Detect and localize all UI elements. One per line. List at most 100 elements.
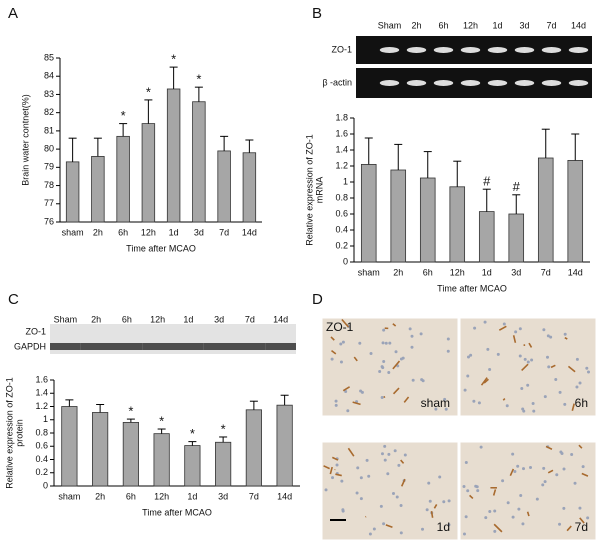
bar [92,412,109,487]
cell-nucleus [496,352,500,356]
micrograph-label: 6h [575,396,588,410]
gel-band [541,47,562,53]
lane-label: Sham [378,20,402,30]
cell-nucleus [411,378,415,382]
vessel [352,401,361,406]
x-tick-label: sham [358,267,380,277]
bar [419,177,436,263]
significance-marker: * [159,413,164,428]
gel-band [460,47,481,53]
cell-nucleus [330,357,334,361]
x-tick-label: 7d [541,267,551,277]
bar [245,409,262,487]
vessel [480,377,488,386]
lane-label: 12h [150,314,165,324]
y-tick-label: 1.2 [335,160,348,170]
y-tick-label: 79 [44,162,54,172]
vessel [392,387,400,395]
cell-nucleus [446,349,450,353]
cell-nucleus [359,476,363,480]
cell-nucleus [444,407,448,411]
cell-nucleus [434,407,438,411]
cell-nucleus [530,358,534,362]
lane-label: 7d [546,20,556,30]
gel-band [433,47,454,53]
cell-nucleus [523,357,527,361]
gel-band [173,343,204,350]
row-label: ZO-1 [25,326,46,336]
x-axis-label: Time after MCAO [437,283,507,293]
cell-nucleus [401,356,405,360]
x-tick-label: 1d [187,491,197,501]
significance-marker: * [221,421,226,436]
cell-nucleus [521,522,525,526]
cell-nucleus [383,458,387,462]
vessel [521,363,529,372]
bar [217,150,231,223]
gel-band [379,47,400,53]
bar [153,433,170,487]
lane-label: 1d [492,20,502,30]
cell-nucleus [472,399,476,403]
x-tick-label: 14d [242,227,257,237]
micrograph-label: 7d [575,520,588,534]
y-axis-label: Brain water contnet(%) [20,94,30,186]
bar [390,169,407,263]
y-tick-label: 1 [43,414,48,424]
cell-nucleus [419,332,423,336]
bar [215,441,232,487]
vessel [335,473,342,477]
cell-nucleus [483,320,487,324]
row-label: GAPDH [14,341,46,351]
significance-marker: * [190,426,195,441]
bar [478,211,495,263]
cell-nucleus [359,497,363,501]
gel-band [433,80,454,86]
cell-nucleus [474,484,478,488]
cell-nucleus [545,355,549,359]
cell-nucleus [469,353,473,357]
cell-nucleus [543,480,547,484]
cell-nucleus [397,463,401,467]
significance-marker: # [483,174,491,189]
gel-band [406,80,427,86]
cell-nucleus [393,449,397,453]
x-tick-label: 6h [126,491,136,501]
significance-marker: * [196,72,201,87]
cell-nucleus [410,334,414,338]
cell-nucleus [519,493,523,497]
cell-nucleus [395,495,399,499]
gel-band [406,47,427,53]
micrograph [321,317,459,417]
y-tick-label: 0.4 [35,454,48,464]
cell-nucleus [558,390,562,394]
bar [122,421,139,487]
cell-nucleus [502,322,506,326]
lane-label: 14d [273,314,288,324]
cell-nucleus [379,504,383,508]
y-axis-label: protein [14,419,24,447]
cell-nucleus [446,337,450,341]
gel-band [379,80,400,86]
cell-nucleus [587,370,591,374]
cell-nucleus [462,532,466,536]
cell-nucleus [344,390,348,394]
y-axis-label: mRNA [314,177,324,204]
cell-nucleus [346,409,350,413]
cell-nucleus [516,464,520,468]
x-tick-label: 2h [95,491,105,501]
cell-nucleus [522,409,526,413]
x-axis-label: Time after MCAO [126,243,196,253]
cell-nucleus [558,522,562,526]
cell-nucleus [546,334,550,338]
vessel [341,318,350,328]
bar [116,135,130,223]
y-tick-label: 0.2 [335,240,348,250]
vessel [403,396,410,403]
cell-nucleus [505,404,509,408]
cell-nucleus [531,402,535,406]
cell-nucleus [356,466,360,470]
cell-nucleus [334,399,338,403]
cell-nucleus [526,383,530,387]
cell-nucleus [466,374,470,378]
